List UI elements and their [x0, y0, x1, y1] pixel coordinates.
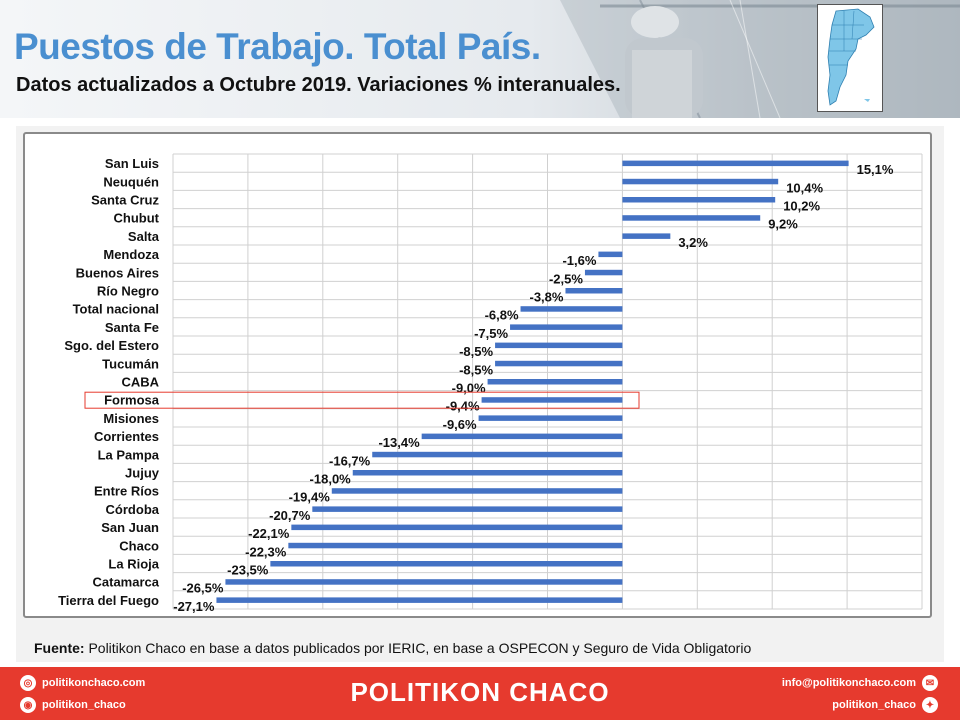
highlight-box — [84, 391, 640, 409]
category-label: Misiones — [103, 411, 159, 426]
category-label: Córdoba — [106, 502, 160, 517]
value-label: 3,2% — [678, 235, 708, 250]
value-label: -2,5% — [549, 271, 583, 286]
category-label: Corrientes — [94, 429, 159, 444]
footer-instagram[interactable]: ◉ politikon_chaco — [20, 697, 126, 713]
category-label: San Luis — [105, 156, 159, 171]
bar — [331, 488, 623, 494]
value-label: 15,1% — [857, 162, 894, 177]
category-label: Neuquén — [103, 174, 159, 189]
instagram-icon: ◉ — [20, 697, 36, 713]
footer-website[interactable]: ◎ politikonchaco.com — [20, 675, 145, 691]
value-label: 10,2% — [783, 199, 820, 214]
bar — [421, 433, 623, 440]
category-label: Entre Ríos — [94, 484, 159, 499]
value-label: -23,5% — [227, 563, 269, 578]
category-label: Formosa — [104, 393, 160, 408]
category-label: CABA — [121, 375, 159, 390]
bar — [584, 269, 623, 276]
mail-icon: ✉ — [922, 675, 938, 691]
bar — [598, 251, 623, 258]
value-label: -22,1% — [248, 526, 290, 541]
globe-icon: ◎ — [20, 675, 36, 691]
value-label: 10,4% — [786, 180, 823, 195]
page-title: Puestos de Trabajo. Total País. — [14, 26, 541, 67]
value-label: -26,5% — [182, 581, 224, 596]
source-text: Politikon Chaco en base a datos publicad… — [84, 640, 752, 656]
bar — [481, 397, 623, 403]
category-label: Buenos Aires — [76, 265, 159, 280]
footer-instagram-text: politikon_chaco — [42, 699, 126, 711]
value-label: -27,1% — [173, 599, 215, 614]
bar — [372, 451, 623, 458]
category-label: Total nacional — [73, 302, 159, 317]
footer-twitter-text: politikon_chaco — [832, 699, 916, 711]
bar — [510, 324, 623, 330]
value-label: -18,0% — [310, 472, 352, 487]
value-label: -9,6% — [443, 417, 477, 432]
value-label: -7,5% — [474, 326, 508, 341]
bar — [565, 288, 623, 294]
bar — [478, 415, 623, 421]
bar — [352, 470, 623, 476]
category-label: Santa Cruz — [91, 193, 159, 208]
bar — [312, 506, 623, 512]
value-label: -20,7% — [269, 508, 311, 523]
source-note: Fuente: Politikon Chaco en base a datos … — [34, 640, 751, 656]
value-label: -8,5% — [459, 362, 493, 377]
bar — [495, 360, 623, 367]
category-label: Chubut — [114, 211, 160, 226]
category-label: Catamarca — [93, 575, 160, 590]
bar — [270, 561, 623, 567]
bar — [622, 233, 671, 239]
bar — [622, 215, 761, 221]
category-label: Sgo. del Estero — [64, 338, 159, 353]
source-label: Fuente: — [34, 640, 85, 656]
bar-chart: San Luis 15,1% Neuquén 10,4% Santa Cruz 10,2%… — [58, 153, 923, 614]
value-label: -9,0% — [452, 381, 486, 396]
value-label: -22,3% — [245, 544, 287, 559]
value-label: -8,5% — [459, 344, 493, 359]
category-label: Río Negro — [97, 284, 159, 299]
category-label: Mendoza — [103, 247, 159, 262]
value-label: -13,4% — [378, 435, 420, 450]
bar — [288, 542, 623, 549]
footer-website-text: politikonchaco.com — [42, 677, 146, 689]
bar — [622, 197, 776, 203]
footer-twitter[interactable]: politikon_chaco ✦ — [832, 697, 938, 713]
category-label: La Rioja — [108, 557, 159, 572]
footer-email-text: info@politikonchaco.com — [781, 677, 916, 689]
value-label: -1,6% — [562, 253, 596, 268]
bar — [622, 178, 779, 185]
value-label: -9,4% — [446, 399, 480, 414]
bar — [291, 524, 623, 531]
value-label: -6,8% — [485, 308, 519, 323]
twitter-icon: ✦ — [922, 697, 938, 713]
chart-frame: San Luis 15,1% Neuquén 10,4% Santa Cruz 10,2%… — [23, 132, 932, 618]
value-label: 9,2% — [768, 217, 798, 232]
category-label: Tucumán — [102, 356, 159, 371]
category-label: Tierra del Fuego — [58, 593, 159, 608]
bar — [520, 306, 623, 312]
bar — [487, 379, 623, 385]
footer-brand: POLITIKON CHACO — [350, 677, 610, 707]
bar — [225, 579, 623, 585]
category-label: La Pampa — [98, 447, 160, 462]
bar — [495, 342, 623, 349]
bar — [622, 160, 849, 167]
footer-bar: ◎ politikonchaco.com ◉ politikon_chaco P… — [0, 667, 960, 720]
category-label: Salta — [128, 229, 160, 244]
value-label: -3,8% — [530, 290, 564, 305]
header-banner: Puestos de Trabajo. Total País. Datos ac… — [0, 0, 960, 118]
category-label: San Juan — [101, 520, 159, 535]
value-label: -19,4% — [289, 490, 331, 505]
value-label: -16,7% — [329, 453, 371, 468]
category-label: Jujuy — [125, 466, 160, 481]
footer-email[interactable]: info@politikonchaco.com ✉ — [782, 675, 938, 691]
argentina-map — [817, 4, 883, 112]
page-subtitle: Datos actualizados a Octubre 2019. Varia… — [16, 74, 621, 96]
category-label: Santa Fe — [105, 320, 159, 335]
bar — [216, 597, 623, 603]
category-label: Chaco — [119, 538, 159, 553]
